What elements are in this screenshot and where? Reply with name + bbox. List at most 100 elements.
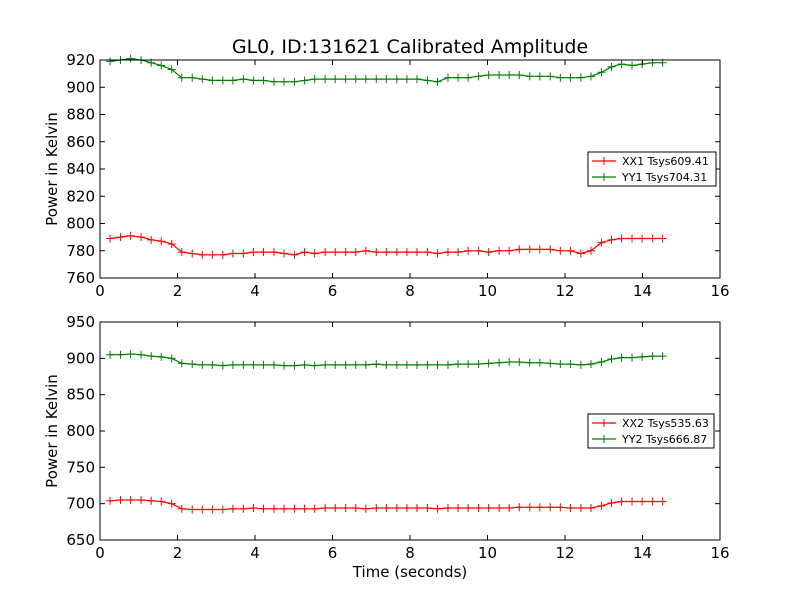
chart-0-series-0-point (546, 245, 555, 254)
chart-0-x-tick-label: 10 (478, 282, 497, 300)
chart-0-series-1-point (310, 75, 319, 84)
chart-0-series-0-point (525, 245, 534, 254)
chart-0-series-0-point (198, 250, 207, 259)
chart-1-y-tick-label: 850 (66, 386, 95, 404)
chart-1-series-0-point (290, 504, 299, 513)
chart-1-series-0-point (535, 503, 544, 512)
chart-1-series-1-point (402, 360, 411, 369)
chart-1-series-0-point (147, 496, 156, 505)
chart-0-series-0-point (351, 248, 360, 257)
chart-1-series-1-point (412, 360, 421, 369)
chart-0-series-1-point (617, 60, 626, 69)
chart-1-series-1-point (586, 360, 595, 369)
chart-0-series-1-point (454, 73, 463, 82)
chart-0-series-0-point (423, 248, 432, 257)
chart-1-series-0-point (361, 504, 370, 513)
chart-1-series-0-point (372, 504, 381, 513)
chart-0-legend-box (587, 151, 717, 187)
chart-1-series-1-point (137, 350, 146, 359)
chart-0-series-0-point (474, 246, 483, 255)
chart-0-y-tick-label: 920 (66, 51, 95, 69)
chart-0-series-1-point (341, 75, 350, 84)
chart-0-series-1-point (331, 75, 340, 84)
chart-1-series-0-point (556, 503, 565, 512)
chart-1-x-tick-label: 10 (478, 544, 497, 562)
chart-0-series-1-point (188, 73, 197, 82)
chart-0-x-tick-label: 4 (250, 282, 260, 300)
chart-0-series-1-point (576, 73, 585, 82)
chart-1-series-0-point (638, 497, 647, 506)
chart-title: GL0, ID:131621 Calibrated Amplitude (232, 36, 588, 58)
chart-1-series-1-point (218, 361, 227, 370)
chart-0-series-1-point (433, 77, 442, 86)
chart-0-series-1-point (464, 73, 473, 82)
chart-1-series-1-point (167, 354, 176, 363)
chart-0-series-1-point (290, 77, 299, 86)
chart-0-series-1-point (382, 75, 391, 84)
chart-1-series-1-point (474, 360, 483, 369)
chart-0-series-0-point (658, 234, 667, 243)
chart-1-series-1-point (392, 360, 401, 369)
chart-0-series-1-point (392, 75, 401, 84)
chart-1-x-tick-label: 2 (173, 544, 183, 562)
chart-0-y-tick-label: 840 (66, 160, 95, 178)
chart-0-x-tick-label: 14 (633, 282, 652, 300)
chart-1-series-0-point (351, 504, 360, 513)
chart-0-y-tick-label: 880 (66, 106, 95, 124)
chart-0-y-tick-label: 800 (66, 215, 95, 233)
chart-1-series-0-point (628, 497, 637, 506)
chart-0-series-0-point (382, 248, 391, 257)
chart-0-series-0-point (310, 249, 319, 258)
chart-1-series-1-point (208, 360, 217, 369)
chart-0-series-0-point (208, 250, 217, 259)
chart-1-y-tick-label: 900 (66, 349, 95, 367)
chart-1-series-1-point (658, 352, 667, 361)
chart-1-legend-box (587, 413, 715, 449)
chart-0-series-1-point (239, 75, 248, 84)
chart-1-series-0-point (464, 504, 473, 513)
chart-1-series-1-point (443, 360, 452, 369)
chart-0-series-0-point (239, 249, 248, 258)
chart-1-series-0-point (157, 497, 166, 506)
chart-1-series-0-point (412, 504, 421, 513)
bottom-panel: 0 2 4 6 8 10 12 14 16 650 700 750 800 850 900 950 Power … (43, 313, 730, 581)
chart-0-series-0-point (566, 246, 575, 255)
chart-1-x-tick-label: 8 (405, 544, 415, 562)
chart-0-series-1-point (412, 75, 421, 84)
chart-1-series-0-point (474, 504, 483, 513)
chart-0-series-0-point (147, 235, 156, 244)
chart-0-series-0-point (188, 249, 197, 258)
chart-1-series-1-point (290, 361, 299, 370)
chart-1-series-1-point (126, 349, 135, 358)
chart-0-series-0-point (269, 248, 278, 257)
chart-1-series-0-point (259, 504, 268, 513)
chart-0-series-0-point (372, 248, 381, 257)
chart-0-x-tick-label: 6 (328, 282, 338, 300)
chart-0-series-0-point (535, 245, 544, 254)
chart-0-series-0-point (556, 246, 565, 255)
chart-0-y-tick-label: 820 (66, 187, 95, 205)
chart-0-series-0-point (106, 234, 115, 243)
chart-0-series-1-point (300, 76, 309, 85)
chart-1-series-1-point (648, 352, 657, 361)
chart-1-series-0-point (321, 504, 330, 513)
chart-1-series-0-point (228, 504, 237, 513)
chart-0-series-1-point (321, 75, 330, 84)
chart-0-series-1-point (628, 61, 637, 70)
chart-1-y-tick-label: 750 (66, 458, 95, 476)
chart-1-series-0-point (515, 503, 524, 512)
chart-0-series-0-point (433, 249, 442, 258)
chart-1-series-0-point (382, 504, 391, 513)
chart-0-series-0-point (116, 233, 125, 242)
chart-0-series-1-point (208, 76, 217, 85)
chart-1-x-tick-label: 14 (633, 544, 652, 562)
chart-0-series-1-point (259, 76, 268, 85)
chart-0-series-1-point (402, 75, 411, 84)
chart-0-series-1-point (249, 76, 258, 85)
chart-1-y-axis-label: Power in Kelvin (43, 374, 61, 488)
chart-1-series-1-point (147, 352, 156, 361)
chart-1-series-0-point (505, 504, 514, 513)
chart-0-series-0-point (638, 234, 647, 243)
chart-0-x-tick-label: 12 (555, 282, 574, 300)
chart-0-y-tick-label: 760 (66, 269, 95, 287)
